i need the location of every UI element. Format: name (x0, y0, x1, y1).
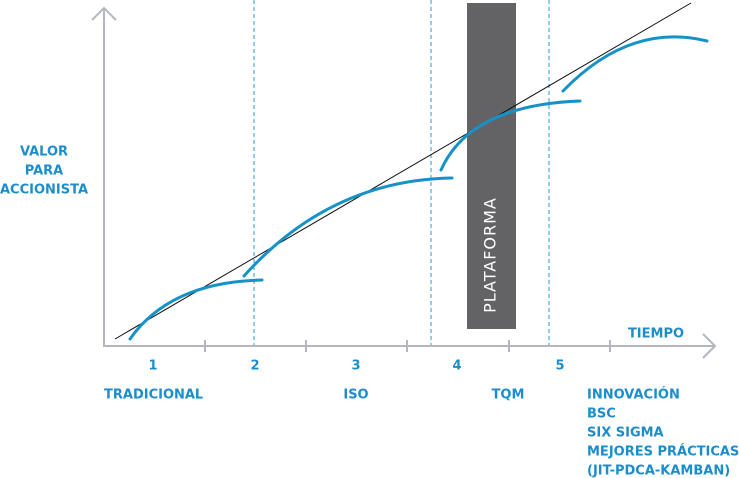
platform-label: PLATAFORMA (481, 197, 500, 313)
curve (242, 176, 454, 278)
y-axis-label: ACCIONISTA (0, 183, 88, 198)
innovation-item: SIX SIGMA (587, 426, 664, 441)
trend-line (114, 2, 692, 340)
y-axis-label: VALOR (20, 145, 68, 160)
x-axis-label: TIEMPO (628, 327, 684, 342)
stage-number: 1 (148, 359, 157, 374)
platform-bar (467, 3, 516, 329)
stage-number: 3 (351, 359, 360, 374)
arrow (702, 333, 717, 359)
innovation-item: MEJORES PRÁCTICAS (587, 444, 739, 460)
innovation-item: (JIT-PDCA-KAMBAN) (587, 464, 730, 478)
curve (439, 99, 582, 172)
stage-label: TRADICIONAL (104, 388, 203, 403)
innovation-item: BSC (587, 407, 616, 422)
ticks (204, 340, 611, 352)
arrow (91, 6, 117, 21)
stage-number: 4 (452, 359, 461, 374)
stage-label: ISO (343, 388, 368, 403)
y-axis-label: PARA (25, 164, 63, 179)
stage-number: 5 (555, 359, 564, 374)
stage-label: TQM (492, 388, 525, 403)
curve (561, 35, 709, 93)
curve (128, 278, 264, 341)
innovation-item: INNOVACIÓN (587, 387, 680, 403)
stage-number: 2 (250, 359, 259, 374)
axes (103, 8, 715, 347)
